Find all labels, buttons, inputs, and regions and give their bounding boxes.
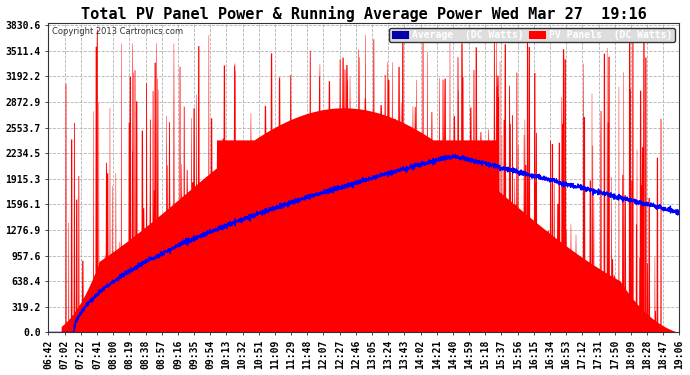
Title: Total PV Panel Power & Running Average Power Wed Mar 27  19:16: Total PV Panel Power & Running Average P…: [81, 6, 647, 21]
Legend: Average  (DC Watts), PV Panels  (DC Watts): Average (DC Watts), PV Panels (DC Watts): [389, 28, 675, 42]
Text: Copyright 2013 Cartronics.com: Copyright 2013 Cartronics.com: [52, 27, 183, 36]
